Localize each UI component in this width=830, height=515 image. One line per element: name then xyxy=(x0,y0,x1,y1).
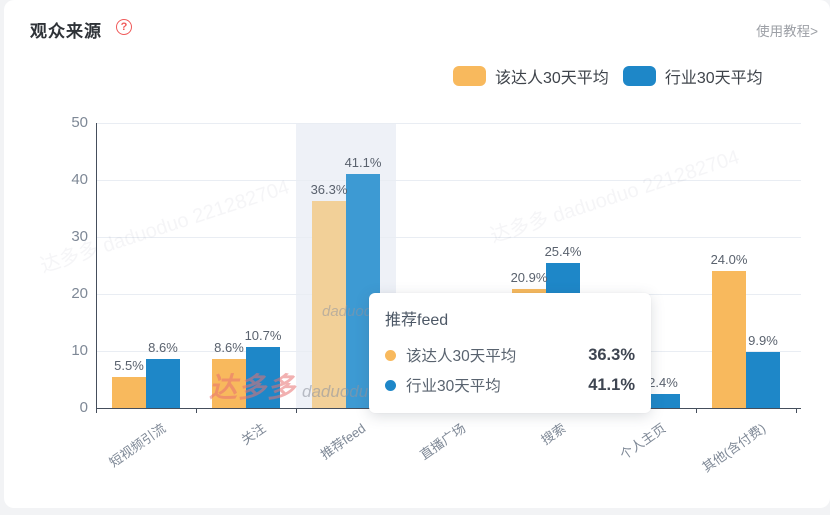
bar-该达人30天平均-关注[interactable] xyxy=(212,358,246,408)
bar-value-label: 8.6% xyxy=(214,339,244,355)
tooltip-dot-creator-icon xyxy=(385,349,396,361)
legend-label: 该达人30天平均 xyxy=(495,70,609,87)
tooltip-value: 36.3% xyxy=(588,345,635,364)
bar-value-label: 5.5% xyxy=(114,357,144,373)
tooltip-title: 推荐feed xyxy=(385,312,449,329)
bar-value-label: 25.4% xyxy=(544,244,582,260)
bar-行业30天平均-短视频引流[interactable] xyxy=(146,358,180,408)
tooltip-label: 行业30天平均 xyxy=(406,378,501,395)
gridline xyxy=(96,237,801,238)
bar-行业30天平均-关注[interactable] xyxy=(246,347,280,408)
tooltip-row: 该达人30天平均 36.3% xyxy=(385,340,635,370)
tooltip-row: 行业30天平均 41.1% xyxy=(385,370,635,400)
bar-该达人30天平均-其他(含付费)[interactable] xyxy=(712,271,746,408)
gridline xyxy=(96,123,801,124)
legend-label: 行业30天平均 xyxy=(664,70,763,87)
tooltip-label: 该达人30天平均 xyxy=(406,348,517,365)
y-axis-tick-label: 30 xyxy=(71,228,88,245)
bar-value-label: 41.1% xyxy=(344,154,382,170)
bar-value-label: 10.7% xyxy=(244,328,282,343)
bar-行业30天平均-个人主页[interactable] xyxy=(646,394,680,408)
legend-item-creator[interactable]: 该达人30天平均 xyxy=(453,64,609,88)
bar-该达人30天平均-短视频引流[interactable] xyxy=(112,376,146,408)
y-axis-tick-label: 0 xyxy=(79,399,88,416)
y-axis-tick-label: 40 xyxy=(71,171,88,188)
ghost-watermark: 达多多 daduoduo 221282704 xyxy=(487,146,743,248)
bar-value-label: 24.0% xyxy=(710,252,748,268)
bar-value-label: 36.3% xyxy=(310,182,348,198)
bar-该达人30天平均-推荐feed[interactable] xyxy=(312,201,346,408)
y-axis-tick-label: 50 xyxy=(71,114,88,131)
card: 观众来源 ? 使用教程> 该达人30天平均 行业30天平均 0 10 20 30 40 5… xyxy=(4,0,830,508)
help-icon[interactable]: ? xyxy=(116,19,132,35)
tooltip-dot-industry-icon xyxy=(385,379,396,391)
bar-value-label: 8.6% xyxy=(148,339,178,355)
x-axis-tick xyxy=(296,409,297,413)
chart-tooltip: 推荐feed 该达人30天平均 36.3% 行业30天平均 41.1% xyxy=(369,293,651,413)
bar-value-label: 9.9% xyxy=(748,332,778,348)
x-axis-tick xyxy=(696,409,697,413)
tooltip-value: 41.1% xyxy=(588,375,635,394)
tutorial-link[interactable]: 使用教程> xyxy=(756,24,818,39)
y-axis-tick-label: 10 xyxy=(71,342,88,359)
legend-swatch-creator-icon xyxy=(453,66,486,86)
y-axis-line xyxy=(96,123,97,408)
page-title: 观众来源 xyxy=(30,22,102,41)
x-axis-tick xyxy=(196,409,197,413)
legend: 该达人30天平均 行业30天平均 xyxy=(453,64,763,88)
x-axis-tick xyxy=(96,409,97,413)
x-axis-tick xyxy=(796,409,797,413)
bar-value-label: 2.4% xyxy=(648,375,678,391)
legend-swatch-industry-icon xyxy=(622,66,656,86)
y-axis-tick-label: 20 xyxy=(71,285,88,302)
gridline xyxy=(96,180,801,181)
bar-行业30天平均-其他(含付费)[interactable] xyxy=(746,351,780,408)
legend-item-industry[interactable]: 行业30天平均 xyxy=(622,64,763,88)
bar-value-label: 20.9% xyxy=(510,269,548,285)
